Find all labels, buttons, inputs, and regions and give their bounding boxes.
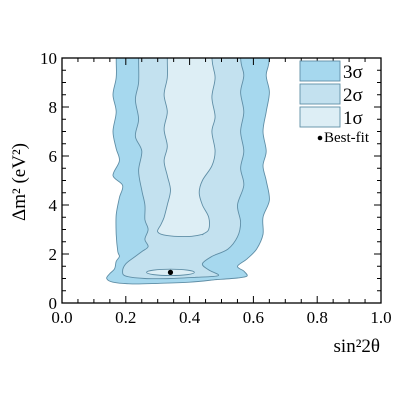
legend-best-fit-label: Best-fit <box>324 130 370 146</box>
y-tick-label: 4 <box>49 196 58 215</box>
x-tick-labels: 0.0 0.2 0.4 0.6 0.8 1.0 <box>51 308 391 327</box>
x-tick-label: 0.0 <box>51 308 72 327</box>
x-tick-label: 0.6 <box>243 308 264 327</box>
y-tick-label: 6 <box>49 147 58 166</box>
legend-swatch-3 <box>299 106 341 128</box>
x-tick-label: 0.2 <box>115 308 136 327</box>
legend-swatch-1 <box>299 60 341 82</box>
contour-1sigma <box>157 58 216 237</box>
y-tick-label: 10 <box>40 49 57 68</box>
x-axis-label: sin²2θ <box>334 336 380 357</box>
legend-label-3: 1σ <box>343 108 363 129</box>
y-tick-label: 2 <box>49 245 58 264</box>
y-axis-label: Δm² (eV²) <box>9 143 30 221</box>
y-tick-label: 8 <box>49 98 58 117</box>
contour-regions <box>106 58 270 285</box>
legend-swatch-2 <box>299 83 341 105</box>
legend-best-fit-marker <box>317 135 323 141</box>
x-tick-label: 0.8 <box>307 308 328 327</box>
best-fit-point <box>167 269 174 275</box>
x-tick-label: 0.4 <box>179 308 201 327</box>
y-tick-label: 0 <box>49 294 58 313</box>
legend-label-1: 3σ <box>343 62 363 83</box>
legend-label-2: 2σ <box>343 85 363 106</box>
y-tick-labels: 0 2 4 6 8 10 <box>40 49 58 313</box>
x-tick-label: 1.0 <box>370 308 391 327</box>
